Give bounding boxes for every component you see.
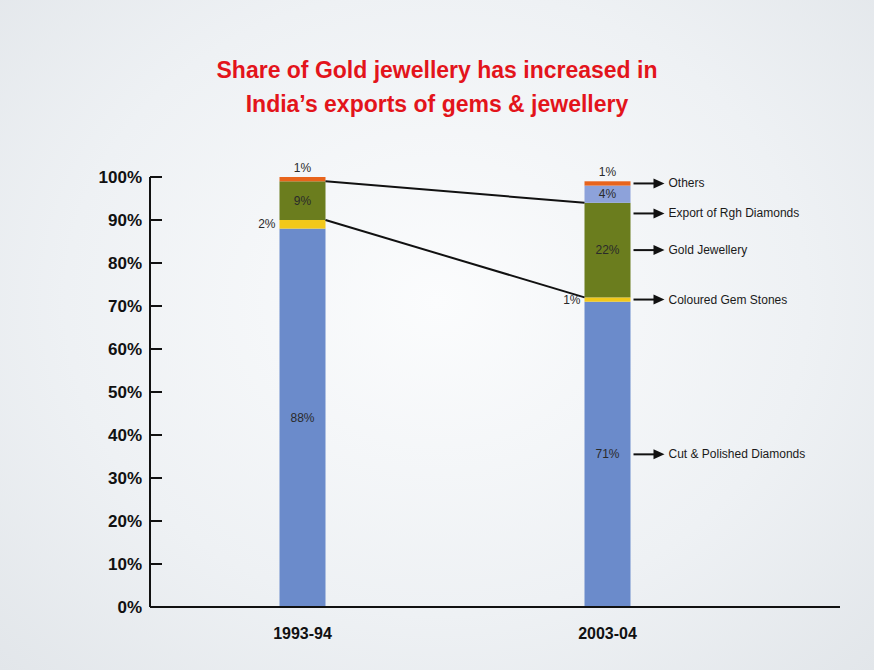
bar-segment [585,203,631,298]
y-tick-label: 80% [108,254,142,273]
title-line: India’s exports of gems & jewellery [246,91,629,117]
legend-arrow [634,182,657,184]
y-tick [150,563,162,565]
connector-line [326,181,585,203]
bar-segment [280,220,326,229]
y-tick [150,348,162,350]
connector-line [326,220,585,297]
connectors [326,181,585,297]
data-label: 1% [599,165,617,179]
legend-arrowhead [654,295,665,305]
y-tick [150,305,162,307]
bar-segment [585,181,631,185]
legend-arrow [634,299,657,301]
chart: Share of Gold jewellery has increased in… [0,0,874,670]
y-tick-label: 100% [99,168,142,187]
bar-segment [280,177,326,181]
y-tick-label: 50% [108,383,142,402]
legend-label: Gold Jewellery [669,243,748,257]
x-tick-label: 1993-94 [273,625,332,642]
data-labels: 88%71%2%1%9%22%4%1%1% [258,161,620,461]
bar-segment [280,181,326,220]
legend-arrowhead [654,245,665,255]
data-label: 9% [294,194,312,208]
data-label: 4% [599,187,617,201]
y-tick [150,477,162,479]
data-label: 1% [294,161,312,175]
y-tick-label: 40% [108,426,142,445]
y-tick [150,262,162,264]
legend-arrowhead [654,208,665,218]
legend-arrowhead [654,178,665,188]
legend-label: Cut & Polished Diamonds [669,447,806,461]
title-line: Share of Gold jewellery has increased in [217,57,658,83]
data-label: 2% [258,217,276,231]
legend-arrowhead [654,449,665,459]
data-label: 88% [290,411,314,425]
bar-segment [585,302,631,607]
y-tick-label: 90% [108,211,142,230]
bar-segment [585,186,631,203]
y-tick [150,219,162,221]
y-tick [150,606,162,608]
y-tick [150,520,162,522]
legend-label: Others [669,176,705,190]
y-tick-label: 30% [108,469,142,488]
x-tick-label: 2003-04 [578,625,637,642]
legend-label: Export of Rgh Diamonds [669,206,800,220]
y-tick [150,391,162,393]
y-tick-label: 60% [108,340,142,359]
y-tick-label: 70% [108,297,142,316]
y-tick [150,434,162,436]
legend-arrow [634,212,657,214]
bar-segment [585,297,631,301]
y-tick [150,176,162,178]
y-tick-label: 0% [117,598,142,617]
legend-arrow [634,453,657,455]
axes: 0% 10% 20% 30% 40% 50% 60% 70% 80% 90% 100% 1993-94… [99,168,840,642]
legend: Others Export of Rgh Diamonds Gold Jewelle… [634,176,806,461]
bar-segment [280,229,326,607]
bars [280,177,631,607]
data-label: 71% [595,447,619,461]
y-tick-label: 20% [108,512,142,531]
title-group: Share of Gold jewellery has increased in… [217,57,658,117]
y-tick-label: 10% [108,555,142,574]
title: Share of Gold jewellery has increased in… [217,57,658,117]
legend-label: Coloured Gem Stones [669,293,788,307]
legend-arrow [634,249,657,251]
data-label: 22% [595,243,619,257]
x-axis-line [150,606,840,608]
